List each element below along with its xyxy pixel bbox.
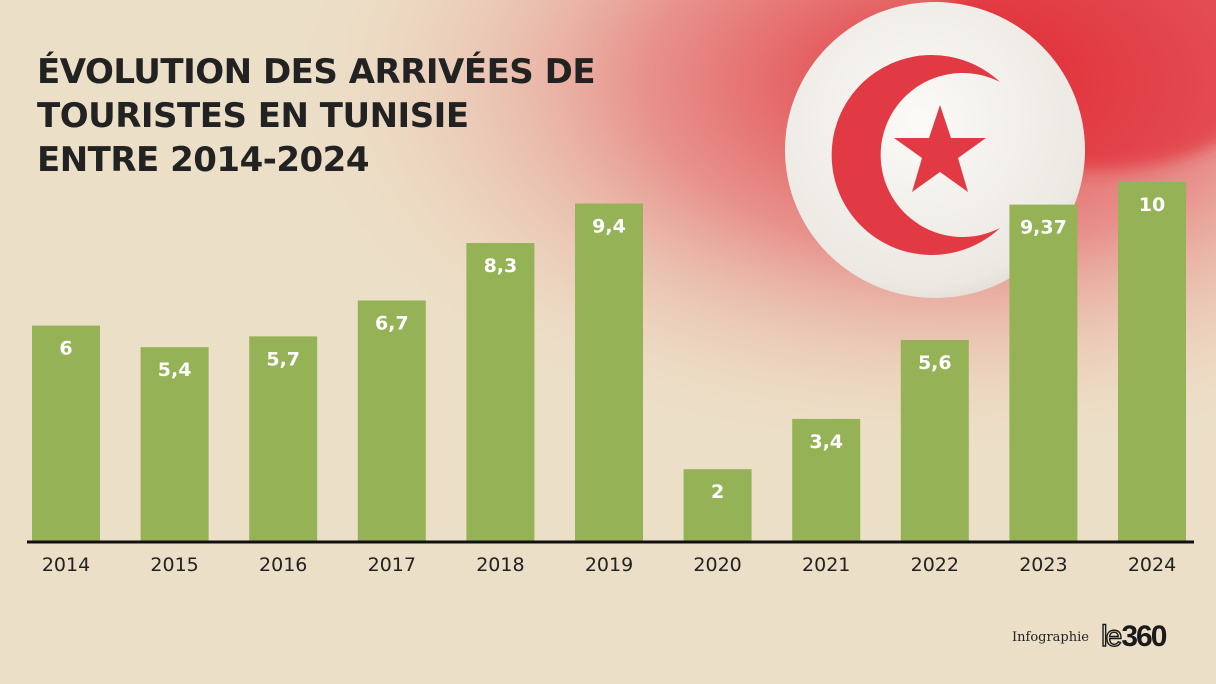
value-label-2024: 10 — [1139, 194, 1165, 216]
x-tick-label-2020: 2020 — [693, 554, 741, 576]
bar-2018 — [466, 243, 535, 541]
x-tick-label-2019: 2019 — [585, 554, 633, 576]
bar-2024 — [1118, 182, 1186, 541]
x-tick-label-2024: 2024 — [1128, 554, 1176, 576]
value-label-2018: 8,3 — [484, 255, 518, 277]
bar-2020 — [683, 469, 752, 541]
value-label-2023: 9,37 — [1020, 217, 1067, 239]
logo-suffix: 360 — [1121, 620, 1167, 653]
value-label-2022: 5,6 — [918, 352, 952, 374]
bar-2016 — [249, 336, 318, 541]
x-tick-label-2021: 2021 — [802, 554, 850, 576]
x-tick-label-2023: 2023 — [1019, 554, 1067, 576]
logo-prefix: le — [1100, 619, 1123, 653]
title-line-3: ENTRE 2014-2024 — [37, 140, 370, 180]
value-label-2019: 9,4 — [592, 216, 626, 238]
x-tick-label-2014: 2014 — [42, 554, 90, 576]
x-tick-label-2022: 2022 — [911, 554, 959, 576]
bar-2015 — [140, 347, 209, 541]
value-label-2016: 5,7 — [266, 348, 300, 370]
chart-title: ÉVOLUTION DES ARRIVÉES DE TOURISTES EN T… — [37, 50, 596, 182]
x-tick-label-2016: 2016 — [259, 554, 307, 576]
bar-2017 — [357, 300, 426, 541]
flag-star-icon — [894, 105, 986, 192]
title-line-1: ÉVOLUTION DES ARRIVÉES DE — [37, 52, 596, 92]
x-tick-label-2017: 2017 — [368, 554, 416, 576]
flag-crescent-icon — [831, 55, 1000, 256]
value-label-2020: 2 — [711, 481, 724, 503]
bar-2022 — [900, 339, 969, 541]
bar-2021 — [792, 418, 861, 541]
value-label-2021: 3,4 — [809, 431, 843, 453]
credit: Infographie le 360 — [1012, 619, 1167, 654]
bars-group — [32, 182, 1186, 542]
credit-label: Infographie — [1012, 629, 1089, 645]
le360-logo: le 360 — [1100, 619, 1167, 654]
value-label-2017: 6,7 — [375, 312, 409, 334]
x-tick-label-2015: 2015 — [150, 554, 198, 576]
bar-2014 — [32, 325, 100, 541]
value-label-2015: 5,4 — [158, 359, 192, 381]
x-tick-label-2018: 2018 — [476, 554, 524, 576]
bar-2023 — [1009, 204, 1078, 541]
x-tick-labels-group: 2014 2015 2016 2017 2018 2019 2020 2021 2022 2023… — [42, 554, 1176, 576]
title-line-2: TOURISTES EN TUNISIE — [37, 96, 469, 136]
value-label-2014: 6 — [59, 338, 72, 360]
bar-2019 — [575, 203, 643, 542]
value-labels-group: 6 5,4 5,7 6,7 8,3 9,4 2 3,4 5,6 9,37 10 — [59, 194, 1165, 503]
